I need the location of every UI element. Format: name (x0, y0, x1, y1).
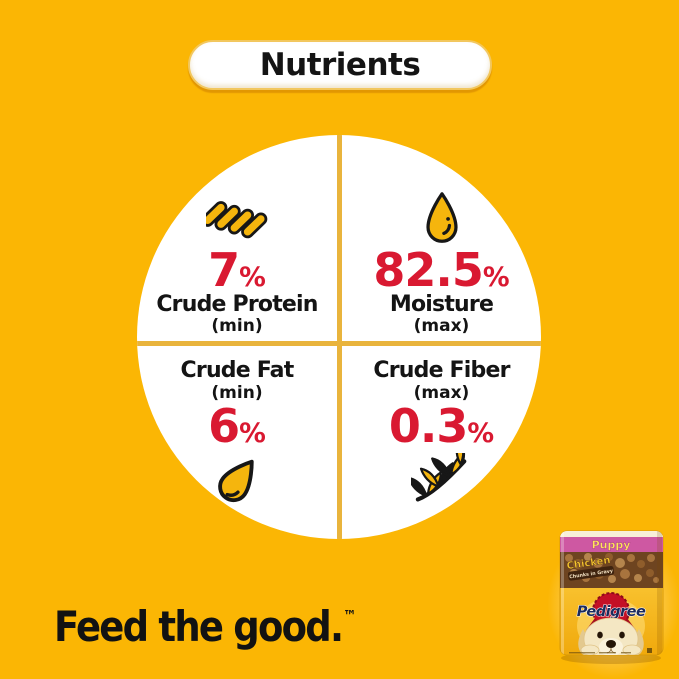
quadrant-crude-protein: 7% Crude Protein (min) (137, 135, 337, 341)
wheat-sprig-icon (410, 453, 466, 502)
pouch-variant-band (560, 537, 663, 552)
quadrant-crude-fiber: Crude Fiber (max) 0.3% (342, 346, 541, 539)
nutrient-value: 82.5% (373, 242, 510, 297)
variant-label: Puppy (592, 539, 631, 552)
nutrient-value: 7% (208, 242, 266, 297)
wheel-divider-horizontal (137, 341, 541, 346)
page-title: Nutrients (259, 47, 421, 83)
brand-label: Pedigree (577, 604, 646, 620)
nutrient-qualifier: (max) (413, 382, 470, 403)
product-pouch-photo: Puppy Chicken Chunks in (543, 508, 679, 679)
pedigree-pouch: Puppy Chicken Chunks in (559, 530, 664, 664)
pouch-fine-print (569, 648, 652, 654)
trademark-symbol: ™ (343, 607, 357, 625)
puppy-face (578, 617, 644, 655)
nutrient-value: 6% (208, 399, 266, 454)
water-drop-icon (425, 191, 458, 243)
quadrant-moisture: 82.5% Moisture (max) (342, 135, 541, 341)
nutrient-qualifier: (min) (211, 382, 263, 403)
nutrient-label: Crude Protein (156, 291, 318, 317)
kibble-pasta-icon (206, 200, 268, 239)
nutrient-label: Crude Fat (180, 358, 295, 383)
wheel-divider-vertical (337, 135, 342, 539)
tagline-text: Feed the good. (54, 602, 344, 651)
nutrient-qualifier: (max) (413, 316, 470, 337)
nutrient-qualifier: (min) (211, 316, 263, 337)
nutrients-title-pill: Nutrients (188, 40, 492, 90)
nutrient-label: Moisture (389, 291, 494, 317)
nutrient-wheel: 7% Crude Protein (min) 82.5% Moisture (m… (137, 135, 541, 539)
oil-drop-icon (218, 459, 254, 503)
tagline: Feed the good.™ (54, 602, 357, 651)
nutrient-value: 0.3% (388, 399, 495, 454)
pouch-top-seam (560, 531, 663, 537)
nutrient-label: Crude Fiber (373, 358, 510, 383)
quadrant-crude-fat: Crude Fat (min) 6% (137, 346, 337, 539)
